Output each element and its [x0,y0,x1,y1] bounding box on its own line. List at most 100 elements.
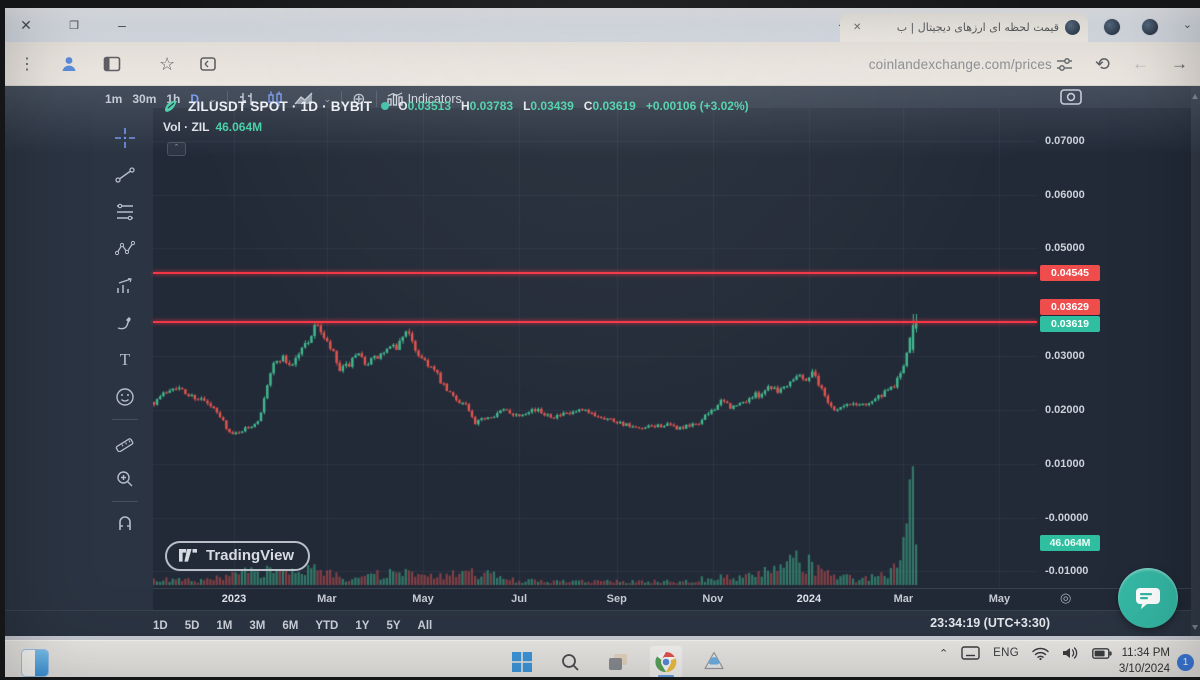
horizontal-price-line[interactable] [153,271,1037,274]
touch-keyboard-icon[interactable] [961,646,980,660]
address-bar[interactable]: coinlandexchange.com/prices [868,56,1052,72]
area-style-icon[interactable] [294,91,314,107]
forward-icon[interactable]: ← [1132,54,1149,73]
drawing-toolbar: T [101,110,149,610]
session-clock[interactable]: 23:34:19 (UTC+3:30) [930,616,1050,630]
time-tick-label: May [988,593,1011,605]
time-tick-label: 2024 [796,593,822,605]
range-6m[interactable]: 6M [282,620,299,632]
vertical-scrollbar[interactable] [1191,86,1200,640]
volume-legend: Vol · ZIL 46.064M [163,120,263,134]
interval-1d-button[interactable]: D [190,92,200,106]
time-axis[interactable]: 2023 Mar May Jul Sep Nov 2024 Mar May [153,588,1037,611]
text-tool[interactable]: T [119,350,131,369]
bottom-toolbar [5,610,1200,640]
language-indicator[interactable]: ENG [993,647,1019,659]
range-all[interactable]: All [417,620,433,632]
extension-icon[interactable] [199,55,217,73]
horizontal-scrollbar[interactable] [5,636,1200,640]
price-tick-label: 0.03000 [1045,350,1085,363]
reload-icon[interactable]: ⟲ [1094,53,1110,74]
task-view-button[interactable] [601,645,635,677]
browser-menu-icon[interactable]: ⋮ [19,56,35,73]
start-button[interactable] [505,645,539,677]
tab-title: قیمت لحظه ای ارزهای دیجیتال | ب [896,21,1059,34]
interval-30m-button[interactable]: 30m [132,92,157,106]
legend-collapse-button[interactable]: ˆ [167,142,186,156]
time-axis-settings-icon[interactable]: ◎ [1060,590,1072,605]
wifi-icon[interactable] [1032,647,1049,660]
range-3m[interactable]: 3M [249,620,266,632]
last-price-label: 0.03619 [1040,315,1100,332]
compare-add-icon[interactable]: ⊕ [352,91,366,108]
range-ytd[interactable]: YTD [315,620,339,632]
window-minimize-button[interactable]: – [118,17,126,33]
price-line-label: 0.04545 [1040,264,1100,281]
candle-style-icon[interactable] [266,90,284,108]
tab-favicon [1065,20,1080,35]
tab-close-icon[interactable]: ✕ [853,22,862,33]
widgets-button[interactable] [21,649,49,677]
pinned-tab[interactable] [1104,19,1120,35]
snapshot-camera-icon[interactable] [1060,88,1082,111]
symbol-title[interactable]: ZILUSDT SPOT · 1D · BYBIT [188,98,373,114]
taskbar-date: 3/10/2024 [1118,663,1170,675]
horizontal-price-line[interactable] [153,321,1037,324]
measure-tool[interactable] [113,430,137,454]
back-icon[interactable]: → [1171,54,1188,73]
profile-avatar-icon[interactable] [59,54,79,74]
range-1y[interactable]: 1Y [355,620,370,632]
pattern-tool[interactable] [113,237,137,261]
range-1d[interactable]: 1D [153,620,168,632]
notification-badge[interactable]: 1 [1177,654,1194,671]
range-5y[interactable]: 5Y [386,620,401,632]
range-5d[interactable]: 5D [184,620,200,632]
search-icon [561,653,579,671]
fib-tool[interactable] [113,200,137,224]
range-1m[interactable]: 1M [216,620,233,632]
browser-toolbar: ⋮ ☆ coinlandexchange.com/prices ⟲ ← → [5,42,1200,86]
bookmark-star-icon[interactable]: ☆ [159,53,176,74]
tradingview-page: 1m 30m 1h D ⌄ ⌄ ⊕ [5,86,1200,640]
chart-pane[interactable] [153,108,1037,588]
pinned-tab[interactable] [1142,19,1158,35]
window-restore-button[interactable]: ❐ [69,19,79,32]
zil-logo-icon [165,100,177,112]
chat-widget-button[interactable] [1118,568,1178,628]
taskbar-time: 11:34 PM [1121,647,1170,659]
time-tick-label: 2023 [221,593,247,605]
tray-chevron-icon[interactable]: ⌃ [938,647,949,660]
battery-icon[interactable] [1092,647,1112,659]
style-chevron-icon[interactable]: ⌄ [323,93,332,104]
taskbar-clock[interactable]: 11:34 PM 3/10/2024 [1119,645,1170,677]
site-controls-icon[interactable] [1056,56,1073,73]
interval-1m-button[interactable]: 1m [105,92,123,106]
interval-chevron-icon[interactable]: ⌄ [209,93,217,104]
price-axis[interactable]: 0.04545 0.03629 0.03619 46.064M 0.07000 0.060… [1037,108,1195,588]
search-button[interactable] [553,645,587,677]
zoom-in-tool[interactable] [113,467,137,491]
vpn-app-button[interactable] [697,645,731,677]
window-close-button[interactable]: ✕ [20,16,32,33]
candlestick-chart[interactable] [153,108,1037,588]
speaker-icon[interactable] [1062,646,1079,660]
price-tick-label: -0.01000 [1045,565,1089,578]
chrome-taskbar-button[interactable] [649,645,683,677]
vpn-app-icon [704,651,724,670]
active-tab[interactable]: ✕ قیمت لحظه ای ارزهای دیجیتال | ب [840,13,1088,42]
price-tick-label: 0.02000 [1045,403,1085,416]
tradingview-watermark[interactable]: TradingView [165,541,311,571]
brush-tool[interactable] [113,311,137,335]
forecast-tool[interactable] [113,274,137,298]
tab-list-chevron-icon[interactable]: ⌄ [1182,19,1192,31]
bar-style-icon[interactable] [238,90,256,108]
emoji-tool[interactable] [113,385,137,409]
trendline-tool[interactable] [113,163,137,187]
screen: ✕ ❐ – + ✕ قیمت لحظه ای ارزهای دیجیتال | … [5,8,1200,677]
crosshair-tool[interactable] [113,126,137,150]
magnet-tool[interactable] [113,512,137,536]
side-panel-icon[interactable] [103,55,121,73]
scroll-down-arrow[interactable] [1192,625,1198,630]
scroll-up-arrow[interactable] [1192,94,1198,99]
